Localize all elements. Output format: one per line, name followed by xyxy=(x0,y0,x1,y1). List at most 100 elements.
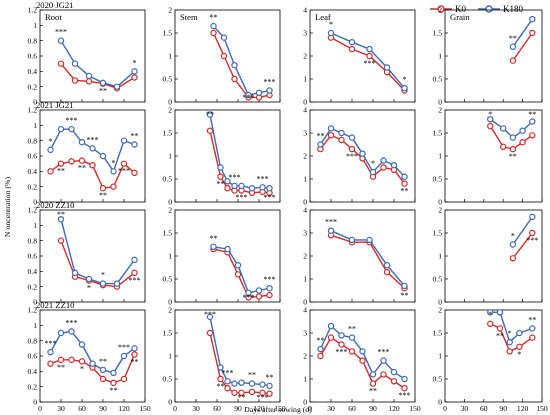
significance-label: *** xyxy=(66,116,78,125)
point-k180 xyxy=(231,182,238,190)
point-k180 xyxy=(57,329,65,337)
y-tick-label: 1 xyxy=(303,175,307,184)
y-tick-label: 0.5 xyxy=(433,75,443,84)
point-k0 xyxy=(89,161,96,169)
y-tick-label: 0.6 xyxy=(28,52,38,61)
point-k180 xyxy=(401,375,408,383)
x-tick-label: 30 xyxy=(192,404,200,413)
significance-label: ** xyxy=(401,291,409,300)
x-tick-label: 60 xyxy=(78,404,86,413)
x-tick-label: 0 xyxy=(173,404,177,413)
point-k180 xyxy=(317,345,324,353)
point-k0 xyxy=(68,158,75,165)
point-k180 xyxy=(238,182,245,190)
legend-label-k0: K0 xyxy=(455,4,466,14)
point-k180 xyxy=(99,79,107,87)
y-tick-label: 2 xyxy=(168,306,172,315)
x-tick-label: 0 xyxy=(443,404,447,413)
point-k180 xyxy=(57,37,65,44)
y-tick-label: 1 xyxy=(438,352,442,361)
y-tick-label: 2 xyxy=(438,206,442,215)
y-tick-label: 0.2 xyxy=(28,182,38,191)
point-k180 xyxy=(89,145,96,152)
point-k180 xyxy=(99,366,107,373)
point-k180 xyxy=(85,72,93,80)
y-tick-label: 0.5 xyxy=(433,375,443,384)
x-tick-label: 60 xyxy=(480,404,488,413)
point-k0 xyxy=(231,389,238,396)
row-label-2021-zz10: 2021 ZZ10 xyxy=(36,300,74,310)
point-k0 xyxy=(338,136,345,144)
y-tick-label: 1 xyxy=(438,52,442,61)
significance-label: * xyxy=(403,75,407,84)
y-tick-label: 1.5 xyxy=(433,29,443,38)
point-k180 xyxy=(259,184,266,191)
point-k180 xyxy=(266,285,273,292)
significance-label: ** xyxy=(210,13,218,22)
significance-label: *** xyxy=(346,152,358,161)
significance-label: ** xyxy=(317,132,325,141)
point-k0 xyxy=(487,320,494,327)
significance-label: ** xyxy=(131,132,139,141)
point-k180 xyxy=(113,83,121,90)
y-tick-label: 1.5 xyxy=(163,29,173,38)
y-tick-label: 0.8 xyxy=(28,236,38,245)
legend-entry-k0: K0 xyxy=(430,4,466,14)
series-line-k0 xyxy=(60,63,135,89)
y-tick-label: 0.2 xyxy=(28,82,38,91)
y-tick-label: 0.5 xyxy=(433,175,443,184)
point-k180 xyxy=(224,245,231,253)
point-k180 xyxy=(359,150,366,157)
point-k0 xyxy=(131,169,138,177)
panel-2021-jg21-stem: 00.511.52 **************** xyxy=(163,106,281,207)
point-k180 xyxy=(317,141,324,148)
point-k0 xyxy=(120,160,128,167)
point-k180 xyxy=(224,378,231,385)
y-tick-label: 2 xyxy=(303,52,307,61)
point-k180 xyxy=(57,215,65,223)
significance-label: * xyxy=(101,271,105,280)
x-tick-label: 30 xyxy=(327,404,335,413)
legend-marker-k180 xyxy=(485,5,493,13)
significance-label: * xyxy=(87,284,91,293)
point-k180 xyxy=(57,125,65,133)
significance-label: ** xyxy=(99,357,107,366)
significance-label: *** xyxy=(399,391,411,400)
x-tick-label: 90 xyxy=(369,404,377,413)
legend-label-k180: K180 xyxy=(503,4,523,14)
point-k180 xyxy=(224,178,231,185)
point-k180 xyxy=(529,325,536,332)
significance-label: ** xyxy=(110,386,118,395)
y-tick-label: 1.5 xyxy=(163,129,173,138)
panel-title-leaf: Leaf xyxy=(315,12,331,22)
point-k0 xyxy=(338,341,345,348)
y-tick-label: 1 xyxy=(438,252,442,261)
point-k180 xyxy=(266,87,273,94)
panel-frame xyxy=(309,309,416,403)
panel-frame xyxy=(174,209,281,303)
point-k180 xyxy=(245,289,252,296)
point-k180 xyxy=(131,345,138,352)
y-tick-label: 4 xyxy=(303,206,307,215)
point-k180 xyxy=(217,164,224,171)
point-k180 xyxy=(529,118,536,125)
series-line-k180 xyxy=(512,216,533,245)
y-tick-label: 1.5 xyxy=(433,229,443,238)
x-tick-label: 30 xyxy=(57,404,65,413)
point-k180 xyxy=(89,360,96,367)
significance-label: * xyxy=(371,159,375,168)
significance-label: ** xyxy=(509,34,517,43)
point-k180 xyxy=(366,236,373,244)
y-tick-label: 0.4 xyxy=(28,367,38,376)
point-k0 xyxy=(210,29,217,37)
point-k180 xyxy=(248,380,256,387)
point-k0 xyxy=(487,122,494,130)
y-tick-label: 0.8 xyxy=(28,36,38,45)
y-tick-label: 1.2 xyxy=(28,206,38,215)
y-tick-label: 0 xyxy=(438,98,442,107)
point-k0 xyxy=(217,173,224,180)
y-tick-label: 0.2 xyxy=(28,282,38,291)
